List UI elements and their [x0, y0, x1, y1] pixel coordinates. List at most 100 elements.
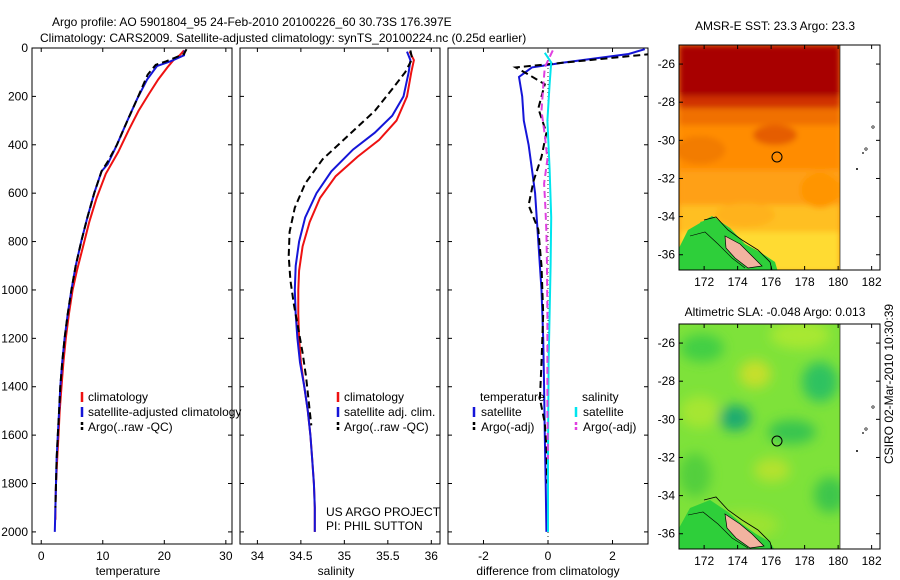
- difference-legend-label: salinity: [582, 390, 619, 404]
- sst-field: [679, 45, 840, 270]
- difference-xtick-label: 0: [545, 549, 552, 563]
- salinity-xlabel: salinity: [318, 564, 355, 578]
- difference-legend-label: satellite: [583, 405, 624, 419]
- project-line-2: PI: PHIL SUTTON: [326, 519, 423, 533]
- depth-tick-label: 1800: [1, 477, 28, 491]
- sst-map-xtick-label: 176: [761, 275, 781, 289]
- salinity-series-climatology: [297, 51, 415, 532]
- depth-tick-label: 600: [8, 186, 28, 200]
- temperature-series-argo-raw-qc-: [54, 48, 188, 508]
- sst-map-panel: AMSR-E SST: 23.3 Argo: 23.3: [658, 19, 882, 289]
- sla-map-ytick-label: -30: [658, 412, 676, 426]
- depth-tick-label: 200: [8, 89, 28, 103]
- sla-map-ytick-label: -36: [658, 527, 676, 541]
- sst-map-xtick-label: 174: [728, 275, 748, 289]
- sst-map-ytick-label: -34: [658, 210, 676, 224]
- salinity-legend-label: satellite adj. clim.: [344, 405, 435, 419]
- difference-xlabel: difference from climatology: [476, 564, 619, 578]
- sst-land-mask-north: [700, 218, 728, 240]
- sst-map-xtick-label: 180: [828, 275, 848, 289]
- salinity-series-argo-raw-qc-: [287, 50, 414, 426]
- project-line-1: US ARGO PROJECT: [326, 505, 441, 519]
- sst-map-title: AMSR-E SST: 23.3 Argo: 23.3: [695, 19, 855, 33]
- header-line-1: Argo profile: AO 5901804_95 24-Feb-2010 …: [52, 15, 452, 29]
- sst-map-xtick-label: 178: [795, 275, 815, 289]
- difference-legend-label: Argo(-adj): [481, 420, 534, 434]
- depth-tick-label: 0: [21, 41, 28, 55]
- difference-series-salinity-argo-adj-: [540, 49, 554, 460]
- salinity-axes-frame: [239, 47, 441, 545]
- side-timestamp: CSIRO 02-Mar-2010 10:30:39: [882, 304, 896, 464]
- sst-map-xtick-label: 182: [862, 275, 882, 289]
- difference-panel: difference from climatology -2 0 2 temperat…: [447, 47, 649, 578]
- salinity-xtick-label: 36: [425, 549, 439, 563]
- difference-legend-label: temperature: [480, 390, 545, 404]
- sla-contour: [687, 511, 749, 549]
- depth-tick-label: 800: [8, 235, 28, 249]
- sla-map-panel: Altimetric SLA: -0.048 Argo: 0.013: [658, 305, 882, 568]
- sst-float-marker: [771, 151, 783, 163]
- sla-map-xtick-label: 176: [761, 554, 781, 568]
- salinity-xtick-label: 35.5: [376, 549, 400, 563]
- sla-map-ytick-label: -26: [658, 336, 676, 350]
- sla-map-ytick-label: -28: [658, 374, 676, 388]
- sla-field: [679, 324, 840, 549]
- sst-coastline: [703, 216, 773, 270]
- salinity-legend-label: climatology: [344, 390, 404, 404]
- sla-islands: [856, 405, 875, 452]
- sla-map-ytick-label: -34: [658, 489, 676, 503]
- difference-legend-label: Argo(-adj): [583, 420, 636, 434]
- sst-map-xtick-label: 172: [694, 275, 714, 289]
- salinity-panel: salinity US ARGO PROJECT PI: PHIL SUTTON…: [239, 47, 441, 578]
- depth-tick-label: 1200: [1, 331, 28, 345]
- sla-map-xtick-label: 180: [828, 554, 848, 568]
- difference-xtick-label: 2: [609, 549, 616, 563]
- temperature-legend-label: climatology: [88, 390, 148, 404]
- sla-axes-frame: [678, 323, 881, 550]
- sla-gradient: [679, 324, 840, 539]
- depth-tick-label: 2000: [1, 525, 28, 539]
- sla-float-marker: [771, 435, 783, 447]
- temperature-legend-label: Argo(..raw -QC): [88, 420, 173, 434]
- salinity-xtick-label: 34.5: [289, 549, 313, 563]
- depth-tick-label: 400: [8, 138, 28, 152]
- depth-tick-label: 1000: [1, 283, 28, 297]
- temperature-xtick-label: 10: [96, 549, 110, 563]
- sla-map-title: Altimetric SLA: -0.048 Argo: 0.013: [685, 305, 866, 319]
- difference-series-temperature-argo-adj-: [512, 53, 648, 484]
- sla-map-xtick-label: 178: [795, 554, 815, 568]
- sla-map-xtick-label: 174: [728, 554, 748, 568]
- temperature-xtick-label: 0: [38, 549, 45, 563]
- sst-north-island: [724, 235, 763, 269]
- temperature-legend-label: satellite-adjusted climatology: [88, 405, 241, 419]
- sla-map-ytick-label: -32: [658, 450, 676, 464]
- depth-tick-label: 1600: [1, 428, 28, 442]
- salinity-legend-label: Argo(..raw -QC): [344, 420, 429, 434]
- header-line-2: Climatology: CARS2009. Satellite-adjuste…: [40, 31, 526, 45]
- temperature-panel: temperature 0 10 20 30 0 200 400 600 800 1000 1200…: [1, 41, 241, 578]
- sst-islands: [856, 125, 875, 170]
- sst-map-ytick-label: -30: [658, 133, 676, 147]
- temperature-series-satellite-adjusted-climatology: [53, 50, 186, 532]
- sla-north-island: [724, 513, 765, 549]
- temperature-xlabel: temperature: [96, 564, 161, 578]
- temperature-xtick-label: 20: [158, 549, 172, 563]
- sst-contour: [689, 231, 746, 269]
- salinity-xtick-label: 35: [338, 549, 352, 563]
- sst-map-ytick-label: -26: [658, 57, 676, 71]
- sla-map-xtick-label: 172: [694, 554, 714, 568]
- sla-coastline: [703, 496, 773, 549]
- sst-map-ytick-label: -28: [658, 95, 676, 109]
- sst-axes-frame: [678, 44, 881, 271]
- sst-map-ytick-label: -36: [658, 248, 676, 262]
- difference-xtick-label: -2: [478, 549, 489, 563]
- temperature-xtick-label: 30: [219, 549, 233, 563]
- temperature-axes-frame: [31, 47, 233, 545]
- salinity-series-satellite-adj-clim-: [293, 51, 412, 532]
- temperature-series-climatology: [54, 49, 185, 520]
- salinity-xtick-label: 34: [251, 549, 265, 563]
- depth-tick-label: 1400: [1, 380, 28, 394]
- sla-map-xtick-label: 182: [862, 554, 882, 568]
- sst-map-ytick-label: -32: [658, 171, 676, 185]
